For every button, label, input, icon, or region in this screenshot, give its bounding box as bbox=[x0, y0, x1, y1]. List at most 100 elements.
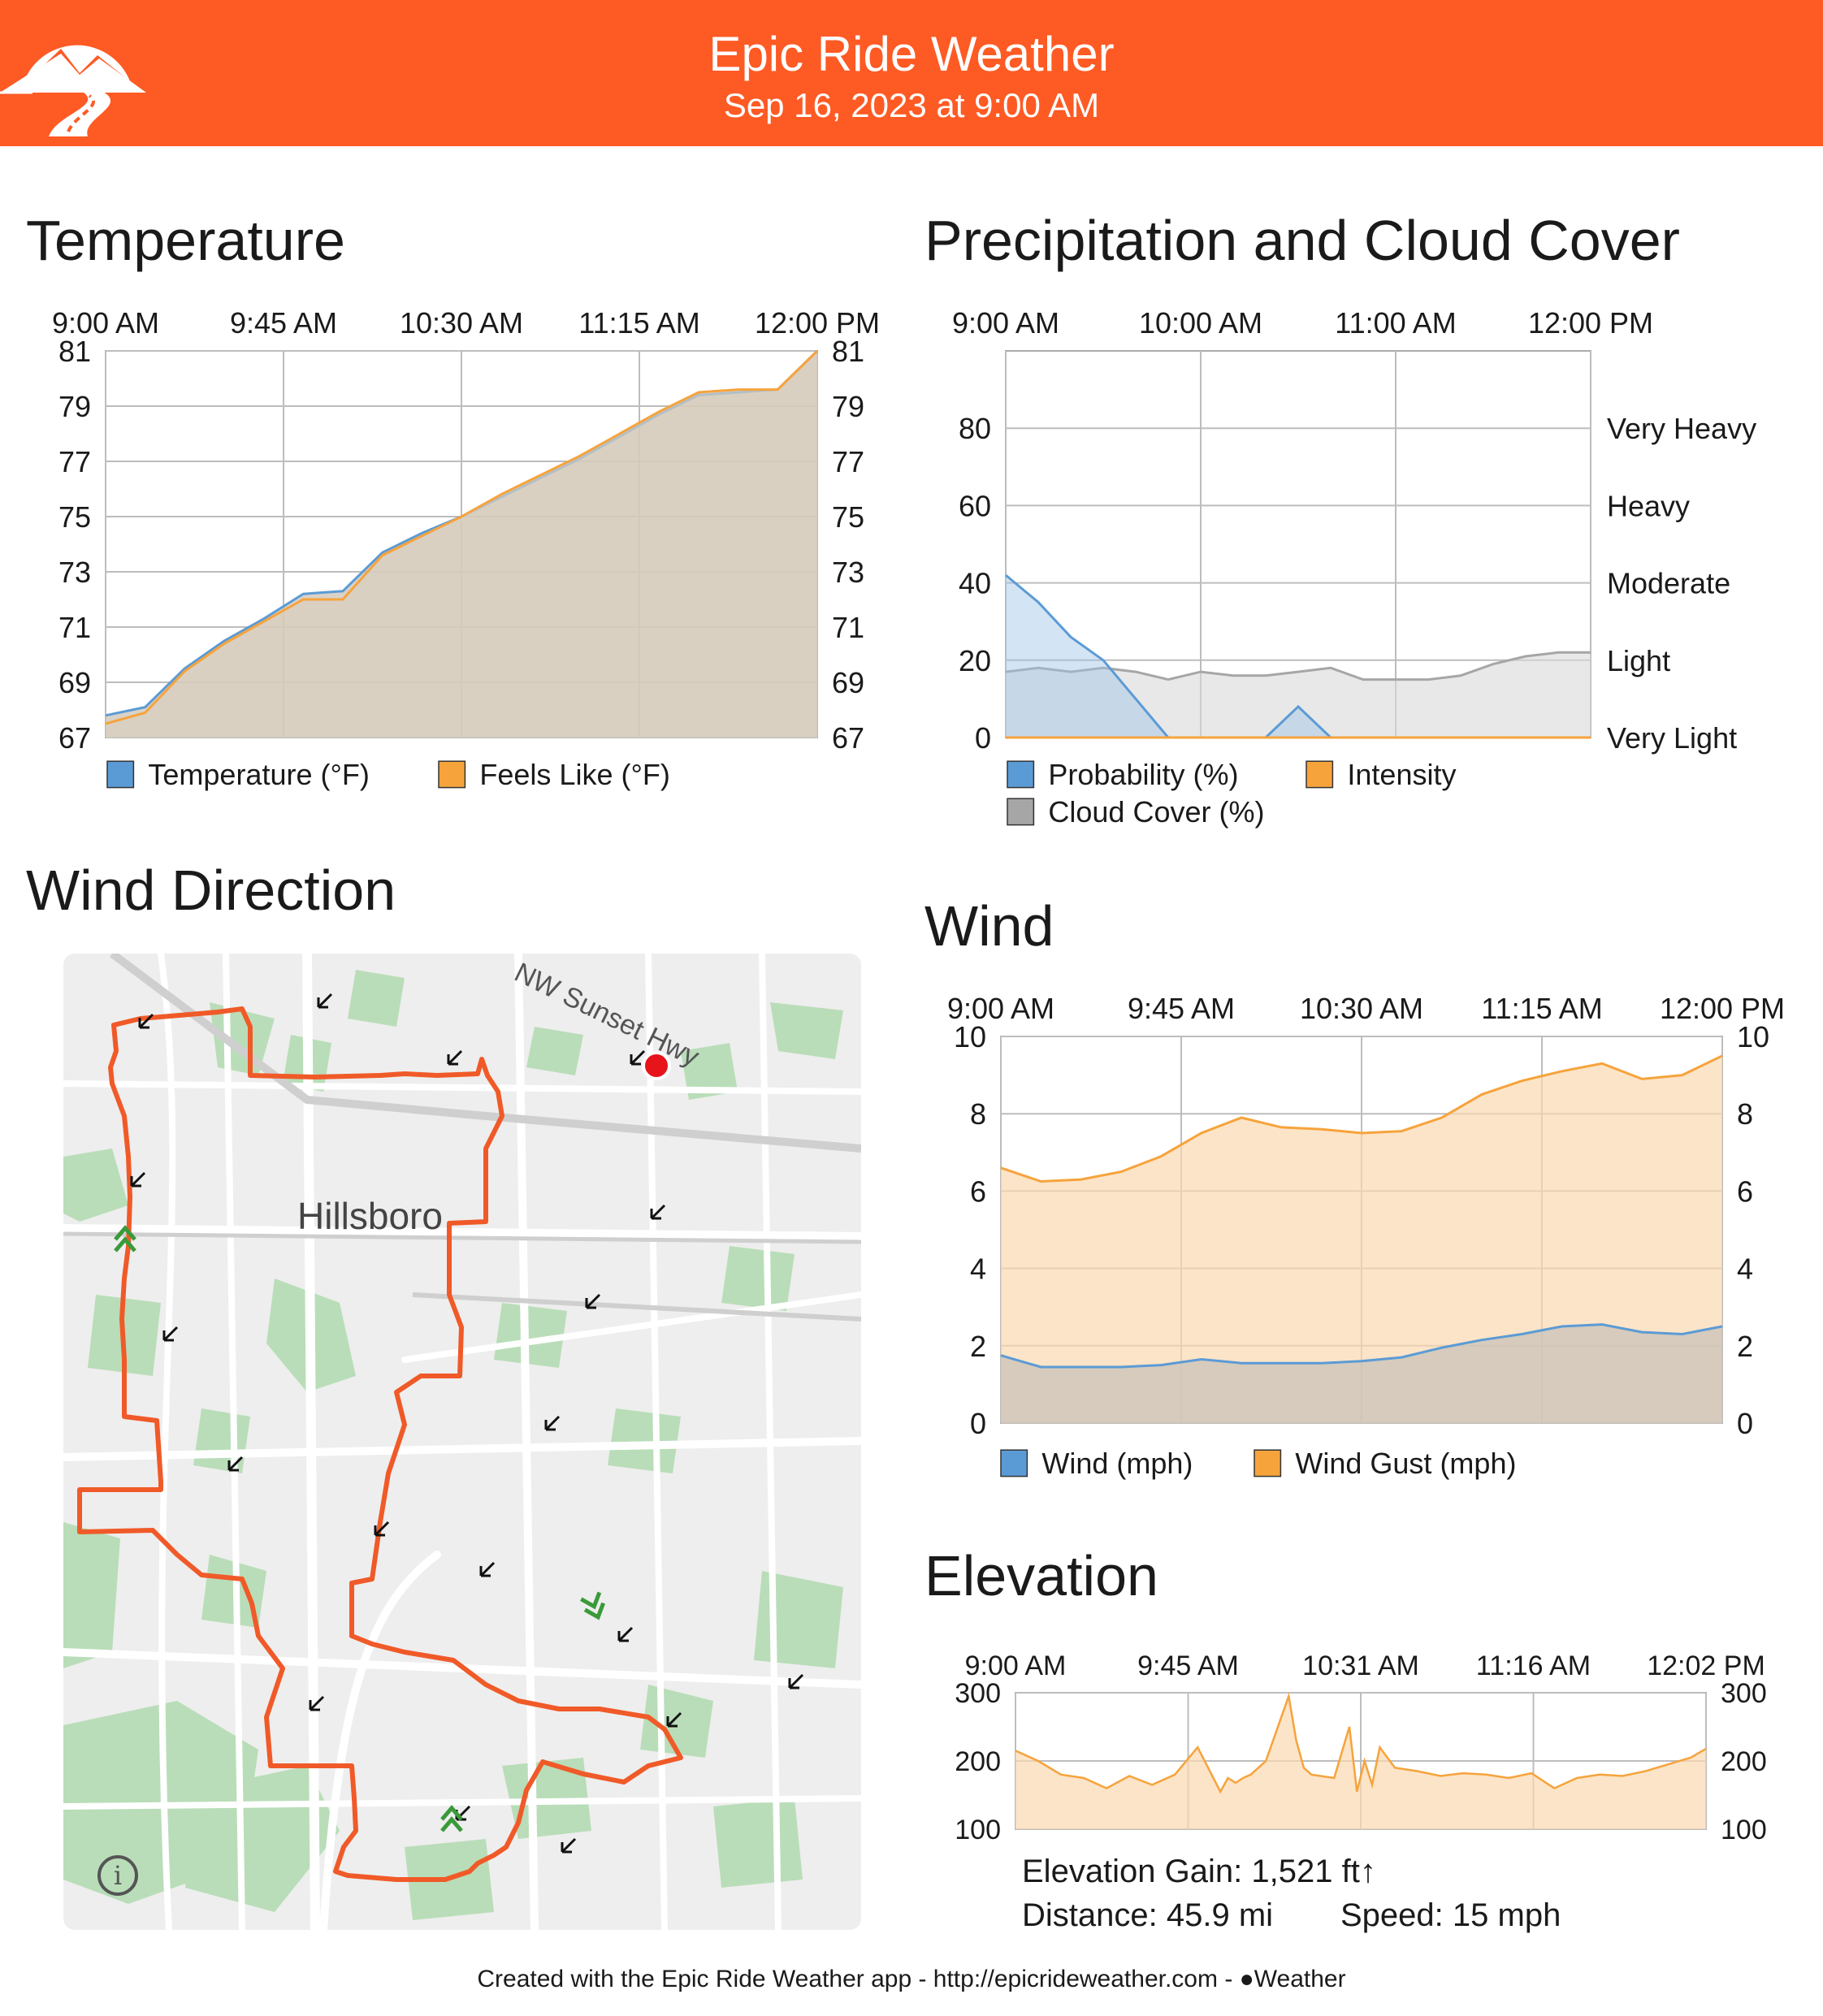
y-tick-label-left: 75 bbox=[58, 500, 91, 534]
y-tick-label-left: 79 bbox=[58, 390, 91, 423]
y-tick-label-left: 0 bbox=[970, 1407, 986, 1440]
x-tick-label: 10:30 AM bbox=[1300, 992, 1423, 1025]
precipitation-title: Precipitation and Cloud Cover bbox=[924, 209, 1680, 272]
legend-swatch bbox=[1254, 1449, 1282, 1477]
legend-label: Feels Like (°F) bbox=[479, 758, 669, 791]
y-tick-label-left: 40 bbox=[959, 567, 991, 600]
footer-credit: Created with the Epic Ride Weather app -… bbox=[0, 1966, 1823, 1993]
elevation-gain: Elevation Gain: 1,521 ft↑ bbox=[1022, 1854, 1376, 1889]
y-tick-label-right: 200 bbox=[1721, 1746, 1767, 1777]
y-tick-label-right: 4 bbox=[1737, 1252, 1753, 1286]
intensity-label: Light bbox=[1607, 644, 1670, 677]
series-line bbox=[1000, 1323, 1723, 1369]
y-tick-label-right: 100 bbox=[1721, 1815, 1767, 1845]
x-tick-label: 12:00 PM bbox=[755, 306, 880, 340]
y-tick-label-left: 67 bbox=[58, 721, 91, 755]
wind-title: Wind bbox=[924, 894, 1054, 958]
ride-distance: Distance: 45.9 mi bbox=[1022, 1897, 1274, 1933]
x-tick-label: 11:16 AM bbox=[1476, 1650, 1591, 1681]
legend-label: Temperature (°F) bbox=[148, 758, 369, 791]
y-tick-label-right: 6 bbox=[1737, 1175, 1753, 1208]
series-area bbox=[1006, 652, 1591, 738]
x-tick-label: 12:00 PM bbox=[1528, 306, 1653, 340]
y-tick-label-right: 8 bbox=[1737, 1097, 1753, 1131]
x-tick-label: 12:00 PM bbox=[1660, 992, 1785, 1025]
y-tick-label-left: 8 bbox=[970, 1097, 986, 1131]
legend-swatch bbox=[1007, 760, 1035, 789]
y-tick-label-left: 10 bbox=[954, 1020, 986, 1053]
y-tick-label-right: 75 bbox=[832, 500, 864, 534]
series-area bbox=[1006, 575, 1591, 738]
elevation-title: Elevation bbox=[924, 1544, 1158, 1607]
y-tick-label-left: 77 bbox=[58, 445, 91, 478]
legend-swatch bbox=[1306, 760, 1334, 789]
mountain-road-logo-icon bbox=[0, 45, 146, 136]
temperature-title: Temperature bbox=[26, 209, 345, 272]
footer-credit-text: Created with the Epic Ride Weather app -… bbox=[477, 1966, 1240, 1992]
y-tick-label-left: 2 bbox=[970, 1330, 986, 1363]
footer-weather-text: Weather bbox=[1254, 1966, 1346, 1992]
y-tick-label-left: 100 bbox=[955, 1815, 1001, 1845]
x-tick-label: 9:45 AM bbox=[1128, 992, 1235, 1025]
y-tick-label-left: 20 bbox=[959, 644, 991, 677]
y-tick-label-left: 81 bbox=[58, 335, 91, 368]
y-tick-label-right: 67 bbox=[832, 721, 864, 755]
legend-swatch bbox=[106, 760, 135, 789]
y-tick-label-left: 300 bbox=[955, 1678, 1001, 1709]
legend-label: Wind (mph) bbox=[1041, 1447, 1193, 1480]
y-tick-label-left: 60 bbox=[959, 489, 991, 522]
y-tick-label-right: 0 bbox=[1737, 1407, 1753, 1440]
series-line bbox=[1005, 651, 1591, 681]
info-icon[interactable]: i bbox=[97, 1855, 138, 1896]
y-tick-label-right: 81 bbox=[832, 335, 864, 368]
legend-label: Cloud Cover (%) bbox=[1048, 795, 1264, 828]
y-tick-label-left: 69 bbox=[58, 666, 91, 699]
map-place-label: Hillsboro bbox=[297, 1195, 443, 1237]
intensity-label: Heavy bbox=[1607, 489, 1690, 522]
route-map[interactable]: Hillsboro NW Sunset Hwy i bbox=[63, 954, 861, 1930]
wind-chart: 9:00 AM 9:45 AM 10:30 AM 11:15 AM 12:00 PM 0 0… bbox=[947, 992, 1785, 1480]
ride-start-marker[interactable] bbox=[642, 1051, 671, 1080]
legend-swatch bbox=[1000, 1449, 1028, 1477]
x-tick-label: 9:00 AM bbox=[947, 992, 1054, 1025]
legend-label: Wind Gust (mph) bbox=[1295, 1447, 1516, 1480]
x-tick-label: 9:00 AM bbox=[965, 1650, 1067, 1681]
ride-datetime: Sep 16, 2023 at 9:00 AM bbox=[723, 86, 1100, 124]
ride-route bbox=[77, 1006, 683, 1882]
y-tick-label-right: 77 bbox=[832, 445, 864, 478]
wind-direction-title: Wind Direction bbox=[26, 859, 396, 922]
series-area bbox=[1015, 1696, 1706, 1829]
y-tick-label-left: 4 bbox=[970, 1252, 986, 1286]
app-title: Epic Ride Weather bbox=[708, 27, 1115, 81]
y-tick-label-left: 200 bbox=[955, 1746, 1001, 1777]
y-tick-label-left: 0 bbox=[975, 721, 991, 755]
series-area bbox=[106, 351, 817, 738]
x-tick-label: 11:15 AM bbox=[578, 306, 699, 340]
intensity-label: Moderate bbox=[1607, 567, 1730, 600]
y-tick-label-right: 71 bbox=[832, 611, 864, 644]
y-tick-label-right: 73 bbox=[832, 556, 864, 589]
x-tick-label: 10:31 AM bbox=[1302, 1650, 1419, 1681]
wind-arrow-icons bbox=[130, 993, 804, 1854]
x-tick-label: 12:02 PM bbox=[1647, 1650, 1765, 1681]
intensity-label: Very Heavy bbox=[1607, 412, 1756, 445]
y-tick-label-right: 10 bbox=[1737, 1020, 1769, 1053]
x-tick-label: 9:45 AM bbox=[230, 306, 337, 340]
series-line bbox=[1015, 1692, 1707, 1794]
map-canvas[interactable] bbox=[63, 954, 861, 1930]
series-area bbox=[1001, 1324, 1722, 1423]
app-header: Epic Ride Weather Sep 16, 2023 at 9:00 A… bbox=[0, 0, 1823, 146]
y-tick-label-left: 73 bbox=[58, 556, 91, 589]
y-tick-label-left: 71 bbox=[58, 611, 91, 644]
y-tick-label-left: 80 bbox=[959, 412, 991, 445]
y-tick-label-right: 69 bbox=[832, 666, 864, 699]
series-line bbox=[1000, 1054, 1723, 1183]
legend-swatch bbox=[1007, 798, 1035, 826]
intensity-label: Very Light bbox=[1607, 721, 1737, 755]
double-chevron-icons bbox=[114, 1225, 605, 1832]
y-tick-label-right: 2 bbox=[1737, 1330, 1753, 1363]
x-tick-label: 11:00 AM bbox=[1335, 306, 1456, 340]
series-line bbox=[105, 349, 819, 725]
y-tick-label-left: 6 bbox=[970, 1175, 986, 1208]
x-tick-label: 9:00 AM bbox=[952, 306, 1059, 340]
